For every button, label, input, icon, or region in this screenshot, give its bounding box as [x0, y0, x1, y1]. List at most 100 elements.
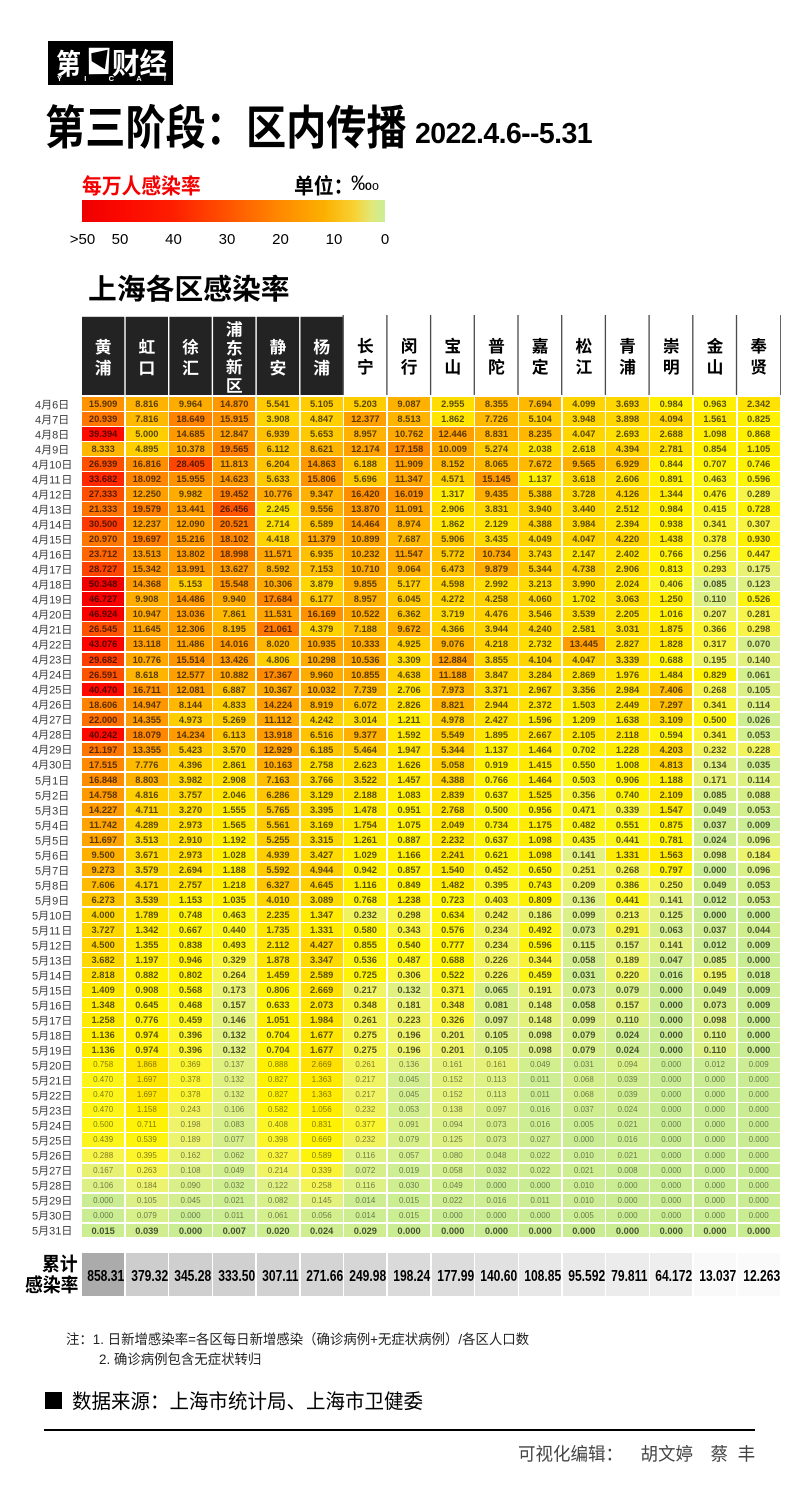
svg-text:5: 5 [32, 1000, 38, 1012]
svg-text:26: 26 [49, 1151, 61, 1163]
svg-text:26: 26 [49, 700, 61, 712]
svg-text:17: 17 [49, 1016, 61, 1028]
svg-text:5: 5 [35, 790, 41, 802]
svg-text:4: 4 [52, 820, 58, 832]
svg-text:4: 4 [32, 610, 38, 622]
svg-text:10: 10 [49, 459, 61, 471]
svg-text:6: 6 [52, 850, 58, 862]
svg-text:5: 5 [32, 925, 38, 937]
svg-text:12: 12 [49, 940, 61, 952]
svg-text:5: 5 [32, 1061, 38, 1073]
svg-text:13: 13 [49, 955, 61, 967]
svg-text:1: 1 [52, 775, 58, 787]
svg-text:1.: 1. [93, 1332, 104, 1347]
svg-text:4: 4 [35, 429, 41, 441]
svg-text:5: 5 [32, 1166, 38, 1178]
svg-text:23: 23 [49, 655, 61, 667]
svg-text:7: 7 [52, 865, 58, 877]
svg-text:+: + [370, 1332, 378, 1347]
svg-text:5: 5 [32, 970, 38, 982]
svg-text:5: 5 [35, 835, 41, 847]
svg-text:21: 21 [49, 625, 61, 637]
svg-text:5: 5 [32, 1196, 38, 1208]
svg-text:5: 5 [35, 850, 41, 862]
svg-text:2: 2 [52, 790, 58, 802]
svg-text:4: 4 [35, 399, 41, 411]
svg-text:4: 4 [32, 595, 38, 607]
svg-text:22: 22 [49, 640, 61, 652]
svg-text:19: 19 [49, 595, 61, 607]
svg-text:25: 25 [49, 1136, 61, 1148]
svg-text:5: 5 [32, 910, 38, 922]
svg-text:5: 5 [32, 1136, 38, 1148]
svg-text:4: 4 [32, 520, 38, 532]
svg-text:5: 5 [32, 1016, 38, 1028]
svg-text:2.: 2. [99, 1352, 110, 1367]
svg-text:5: 5 [35, 805, 41, 817]
svg-text:19: 19 [49, 1046, 61, 1058]
svg-text:7: 7 [52, 414, 58, 426]
svg-text:5: 5 [32, 1151, 38, 1163]
svg-text:15: 15 [49, 535, 61, 547]
svg-text:4: 4 [35, 414, 41, 426]
svg-text:25: 25 [49, 685, 61, 697]
svg-text:23: 23 [49, 1106, 61, 1118]
svg-text:5: 5 [35, 880, 41, 892]
svg-text:4: 4 [32, 730, 38, 742]
svg-text:4: 4 [32, 505, 38, 517]
svg-text:4: 4 [32, 550, 38, 562]
svg-text:5: 5 [35, 820, 41, 832]
svg-text:22: 22 [49, 1091, 61, 1103]
svg-text:5: 5 [32, 985, 38, 997]
svg-text:31: 31 [49, 1226, 61, 1238]
svg-text:16: 16 [49, 550, 61, 562]
svg-text:4: 4 [32, 580, 38, 592]
svg-text:4: 4 [32, 745, 38, 757]
svg-text:5: 5 [32, 1106, 38, 1118]
svg-text:4: 4 [32, 655, 38, 667]
svg-text:14: 14 [49, 970, 61, 982]
svg-text:5: 5 [52, 835, 58, 847]
svg-text:29: 29 [49, 745, 61, 757]
svg-text:27: 27 [49, 1166, 61, 1178]
svg-text:4: 4 [35, 444, 41, 456]
svg-text:4: 4 [32, 459, 38, 471]
svg-text:14: 14 [49, 520, 61, 532]
svg-text:12: 12 [49, 489, 61, 501]
svg-text:4: 4 [32, 700, 38, 712]
svg-text:16: 16 [49, 1000, 61, 1012]
svg-text:5: 5 [35, 895, 41, 907]
svg-text:5: 5 [32, 1211, 38, 1223]
svg-text:5: 5 [32, 1076, 38, 1088]
svg-text:5: 5 [32, 1031, 38, 1043]
svg-text:6: 6 [52, 399, 58, 411]
svg-text:4: 4 [32, 640, 38, 652]
svg-text:4: 4 [32, 565, 38, 577]
svg-text:5: 5 [32, 1046, 38, 1058]
svg-text:8: 8 [52, 880, 58, 892]
svg-text:5: 5 [32, 1226, 38, 1238]
svg-text:30: 30 [49, 760, 61, 772]
svg-text:5: 5 [35, 865, 41, 877]
svg-text:5: 5 [32, 1121, 38, 1133]
svg-text:13: 13 [49, 505, 61, 517]
svg-text:5: 5 [32, 955, 38, 967]
svg-text:5: 5 [35, 775, 41, 787]
svg-text:9: 9 [52, 895, 58, 907]
svg-text:4: 4 [32, 535, 38, 547]
svg-text:27: 27 [49, 715, 61, 727]
svg-text:28: 28 [49, 730, 61, 742]
svg-text:29: 29 [49, 1196, 61, 1208]
svg-text:=: = [188, 1332, 196, 1347]
svg-text:21: 21 [49, 1076, 61, 1088]
svg-text:4: 4 [32, 625, 38, 637]
svg-text:17: 17 [49, 565, 61, 577]
svg-text:11: 11 [49, 474, 60, 486]
svg-text:20: 20 [49, 1061, 61, 1073]
svg-text:3: 3 [52, 805, 58, 817]
svg-text:8: 8 [52, 429, 58, 441]
svg-text:9: 9 [52, 444, 58, 456]
svg-text:24: 24 [49, 1121, 61, 1133]
svg-text:28: 28 [49, 1181, 61, 1193]
svg-text:4: 4 [32, 474, 38, 486]
